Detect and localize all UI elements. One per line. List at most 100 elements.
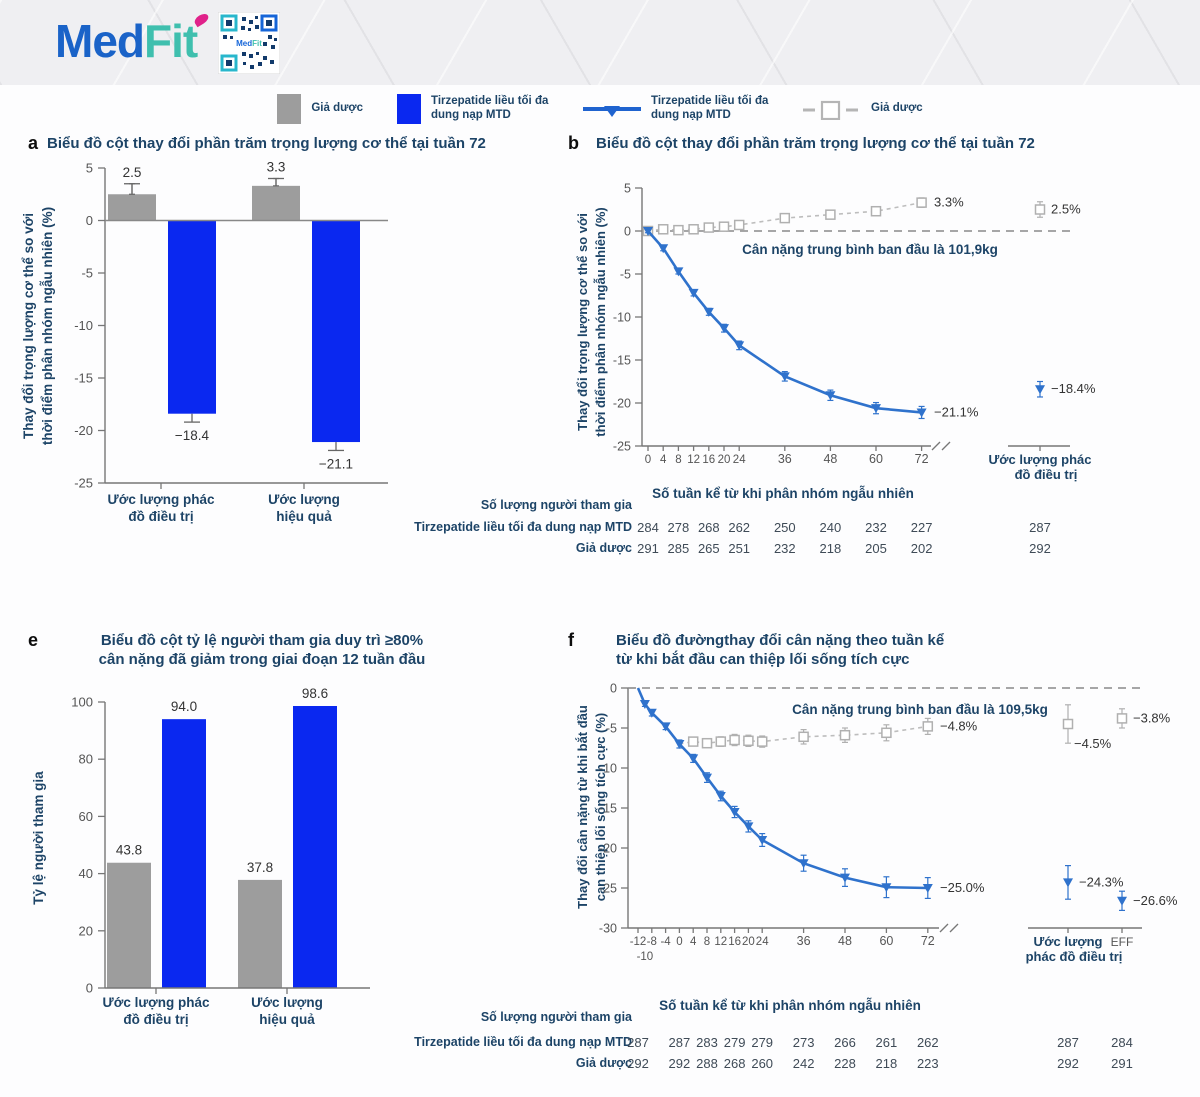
svg-text:-25: -25 — [74, 476, 93, 491]
offset-axis-label-2: EFF — [1111, 935, 1134, 949]
svg-text:0: 0 — [676, 936, 682, 948]
bar-value-label: 43.8 — [116, 843, 142, 858]
participant-count: 268 — [723, 1056, 746, 1071]
participant-count: 262 — [916, 1035, 939, 1050]
offset-label: −26.6% — [1133, 893, 1178, 908]
svg-text:0: 0 — [610, 682, 617, 696]
svg-text:8: 8 — [675, 454, 681, 466]
legend-item-tirzepatide-bar: Tirzepatide liều tối đa dung nạp MTD — [397, 94, 549, 124]
participant-count: 278 — [667, 520, 690, 535]
participant-count: 223 — [916, 1056, 939, 1071]
offset-axis-label: Ước lượng phác — [989, 452, 1092, 467]
bar — [108, 194, 156, 221]
participant-count: 240 — [819, 520, 842, 535]
offset-label: 2.5% — [1051, 202, 1081, 217]
qr-code-icon: MedFit — [217, 11, 281, 79]
participant-count: 262 — [728, 520, 751, 535]
legend-label: Tirzepatide liều tối đa dung nạp MTD — [431, 95, 549, 121]
line-chart-f-svg: 0-5-10-15-20-25-30-12 -8 -4 0 4 8 12 16 20 24 36 48… — [599, 682, 1178, 965]
bar-value-label: −18.4 — [175, 428, 210, 443]
legend-swatch-gray — [277, 94, 302, 124]
participant-count: 273 — [792, 1035, 815, 1050]
svg-text:0: 0 — [86, 213, 93, 228]
chart-legend: Giả dược Tirzepatide liều tối đa dung nạ… — [0, 86, 1200, 132]
bar — [162, 719, 206, 988]
participant-count: 284 — [1111, 1035, 1133, 1050]
participant-count: 284 — [637, 520, 659, 535]
participant-count: 283 — [696, 1035, 718, 1050]
svg-text:hiệu quả: hiệu quả — [259, 1012, 315, 1027]
svg-text:hiệu quả: hiệu quả — [276, 509, 332, 524]
bar-chart-a-svg: 5 0 -5 -10 -15 -20 -25 2.5 −18.4 3.3 −21.1 Ước lượn… — [74, 160, 388, 524]
panel-title-f-line2: từ khi bắt đầu can thiệp lối sống tích c… — [616, 650, 910, 668]
medfit-logo: MedFit — [55, 11, 211, 68]
category-label: Ước lượng — [268, 492, 340, 507]
svg-text:-4: -4 — [660, 936, 671, 948]
bar — [238, 879, 282, 988]
participants-header: Số lượng người tham gia — [480, 1010, 632, 1024]
svg-text:20: 20 — [742, 936, 755, 948]
participant-count: 202 — [910, 541, 933, 556]
participants-table-f: Số tuần kể từ khi phân nhóm ngẫu nhiên Số… — [400, 993, 1200, 1083]
offset-axis-label: Ước lượng — [1033, 934, 1102, 949]
category-label: Ước lượng phác — [103, 995, 210, 1010]
y-axis: 5 0 -5 -10 -15 -20 -25 — [74, 161, 106, 491]
svg-text:24: 24 — [756, 936, 769, 948]
bar-chart-e-svg: 0 20 40 60 80 100 43.8 94.0 37.8 98.6 Ước lượng ph… — [71, 686, 370, 1027]
svg-text:-10: -10 — [613, 311, 631, 325]
legend-label: Tirzepatide liều tối đa dung nạp MTD — [651, 95, 769, 121]
offset-label: −4.5% — [1074, 736, 1112, 751]
svg-text:-10: -10 — [74, 318, 93, 333]
svg-text:0: 0 — [624, 225, 631, 239]
participant-count: 279 — [723, 1035, 746, 1050]
participant-count: 232 — [773, 541, 796, 556]
panel-title-e-line2: cân nặng đã giảm trong giai đoạn 12 tuần… — [98, 650, 426, 668]
bar-value-label: 37.8 — [247, 860, 273, 875]
svg-text:-12: -12 — [630, 936, 647, 948]
svg-text:4: 4 — [660, 454, 667, 466]
panel-title-f: Biểu đồ đườngthay đổi cân nặng theo tuần… — [616, 632, 1176, 670]
chart-b: 5 0 -5 -10 -15 -20 -25 0 4 8 12 16 20 24 36 48 60 72 Cân n… — [570, 166, 1200, 489]
participant-count: 279 — [751, 1035, 774, 1050]
svg-text:16: 16 — [702, 454, 715, 466]
svg-text:72: 72 — [915, 452, 929, 466]
series-end-label: −4.8% — [940, 718, 978, 733]
offset-label: −18.4% — [1051, 381, 1096, 396]
bar-value-label: 3.3 — [267, 160, 286, 175]
svg-text:12: 12 — [714, 936, 727, 948]
svg-text:-10: -10 — [637, 951, 654, 963]
svg-text:0: 0 — [86, 981, 93, 996]
svg-text:-10: -10 — [599, 762, 617, 776]
participants-table-b: Số tuần kể từ khi phân nhóm ngẫu nhiên Số… — [400, 484, 1200, 564]
panel-title-e: Biểu đồ cột tỷ lệ người tham gia duy trì… — [62, 632, 462, 670]
series-end-label: −21.1% — [934, 404, 979, 419]
svg-text:-25: -25 — [599, 882, 617, 896]
legend-item-placebo-line: Giả dược — [803, 100, 923, 121]
baseline-annotation: Cân nặng trung bình ban đầu là 101,9kg — [742, 242, 998, 257]
svg-text:24: 24 — [733, 454, 746, 466]
participant-count: 251 — [728, 541, 751, 556]
legend-item-tirzepatide-line: Tirzepatide liều tối đa dung nạp MTD — [583, 95, 769, 123]
svg-text:-5: -5 — [620, 268, 631, 282]
svg-text:-25: -25 — [613, 440, 631, 454]
svg-text:48: 48 — [838, 934, 852, 948]
svg-text:-20: -20 — [599, 842, 617, 856]
svg-text:60: 60 — [79, 809, 93, 824]
x-axis-title: Số tuần kể từ khi phân nhóm ngẫu nhiên — [659, 998, 921, 1013]
legend-marker-dash-square-icon — [803, 100, 861, 121]
participant-count: 292 — [627, 1056, 649, 1071]
series-end-label: 3.3% — [934, 195, 964, 210]
offset-label: −24.3% — [1079, 874, 1124, 889]
svg-text:-8: -8 — [647, 936, 657, 948]
participants-row-label: Giả dược — [575, 541, 632, 555]
svg-text:20: 20 — [718, 454, 731, 466]
participant-count: 285 — [667, 541, 690, 556]
participants-header: Số lượng người tham gia — [480, 498, 632, 512]
legend-label: Giả dược — [871, 102, 923, 115]
svg-text:16: 16 — [728, 936, 741, 948]
svg-text:48: 48 — [823, 452, 837, 466]
participant-count: 227 — [910, 520, 933, 535]
participant-count: 292 — [668, 1056, 691, 1071]
bar-value-label: −21.1 — [319, 456, 353, 471]
header: MedFit — [0, 0, 1200, 85]
